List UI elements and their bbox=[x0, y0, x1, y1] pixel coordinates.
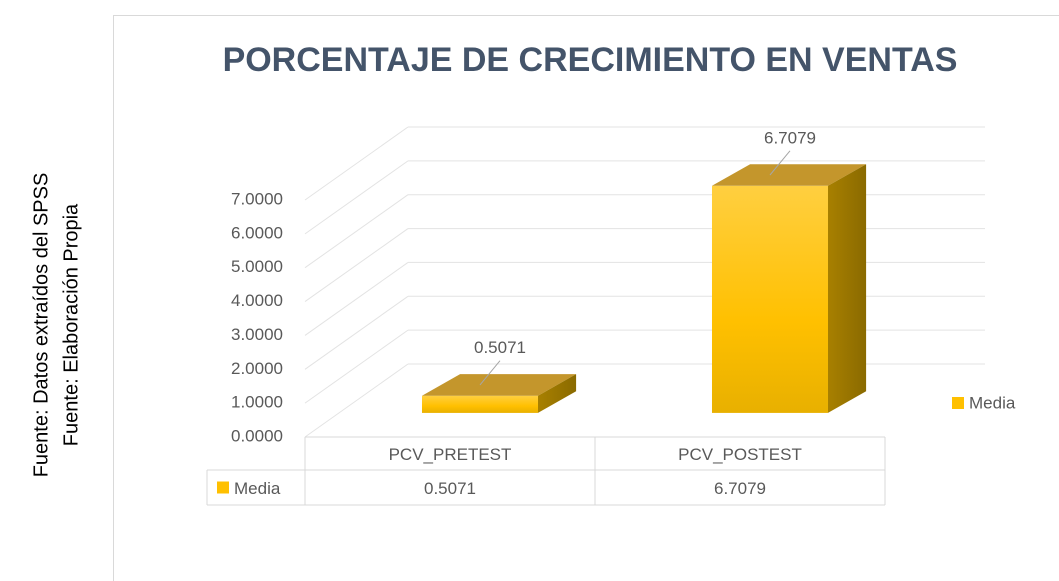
table-key bbox=[217, 481, 229, 494]
grid-line bbox=[304, 228, 409, 302]
x-tick-label: PCV_PRETEST bbox=[389, 445, 512, 464]
grid-line bbox=[304, 160, 409, 235]
chart-title: PORCENTAJE DE CRECIMIENTO EN VENTAS bbox=[223, 41, 958, 79]
bar-front bbox=[421, 395, 538, 413]
grid-line bbox=[304, 262, 409, 336]
table-series-name: Media bbox=[234, 479, 281, 498]
y-tick-label: 7.0000 bbox=[231, 189, 283, 208]
legend-swatch bbox=[952, 397, 964, 409]
y-tick-label: 2.0000 bbox=[231, 359, 283, 378]
y-tick-label: 0.0000 bbox=[231, 426, 283, 445]
bar-side bbox=[537, 374, 577, 413]
y-tick-label: 6.0000 bbox=[231, 223, 283, 242]
data-label: 0.5071 bbox=[474, 338, 526, 357]
grid-line bbox=[304, 329, 409, 404]
side-note: Fuente: Elaboración Propia bbox=[60, 203, 82, 446]
y-tick-label: 1.0000 bbox=[231, 393, 283, 412]
y-tick-label: 4.0000 bbox=[231, 291, 283, 310]
table-value: 0.5071 bbox=[424, 479, 476, 498]
chart-frame bbox=[113, 15, 1059, 581]
grid-line bbox=[304, 126, 409, 201]
legend-label: Media bbox=[969, 393, 1016, 412]
grid-line bbox=[304, 194, 409, 269]
x-tick-label: PCV_POSTEST bbox=[678, 445, 802, 464]
grid-line bbox=[304, 295, 409, 370]
leader-line bbox=[479, 360, 501, 386]
leader-line bbox=[769, 150, 791, 176]
grid-line bbox=[304, 363, 409, 438]
side-note: Fuente: Datos extraídos del SPSS bbox=[30, 173, 52, 478]
table-value: 6.7079 bbox=[714, 479, 766, 498]
bar-side bbox=[827, 164, 867, 413]
bar-top bbox=[711, 164, 867, 186]
data-label: 6.7079 bbox=[764, 128, 816, 147]
y-tick-label: 5.0000 bbox=[231, 257, 283, 276]
y-tick-label: 3.0000 bbox=[231, 325, 283, 344]
bar-top bbox=[421, 374, 577, 396]
bar-front bbox=[711, 185, 828, 413]
